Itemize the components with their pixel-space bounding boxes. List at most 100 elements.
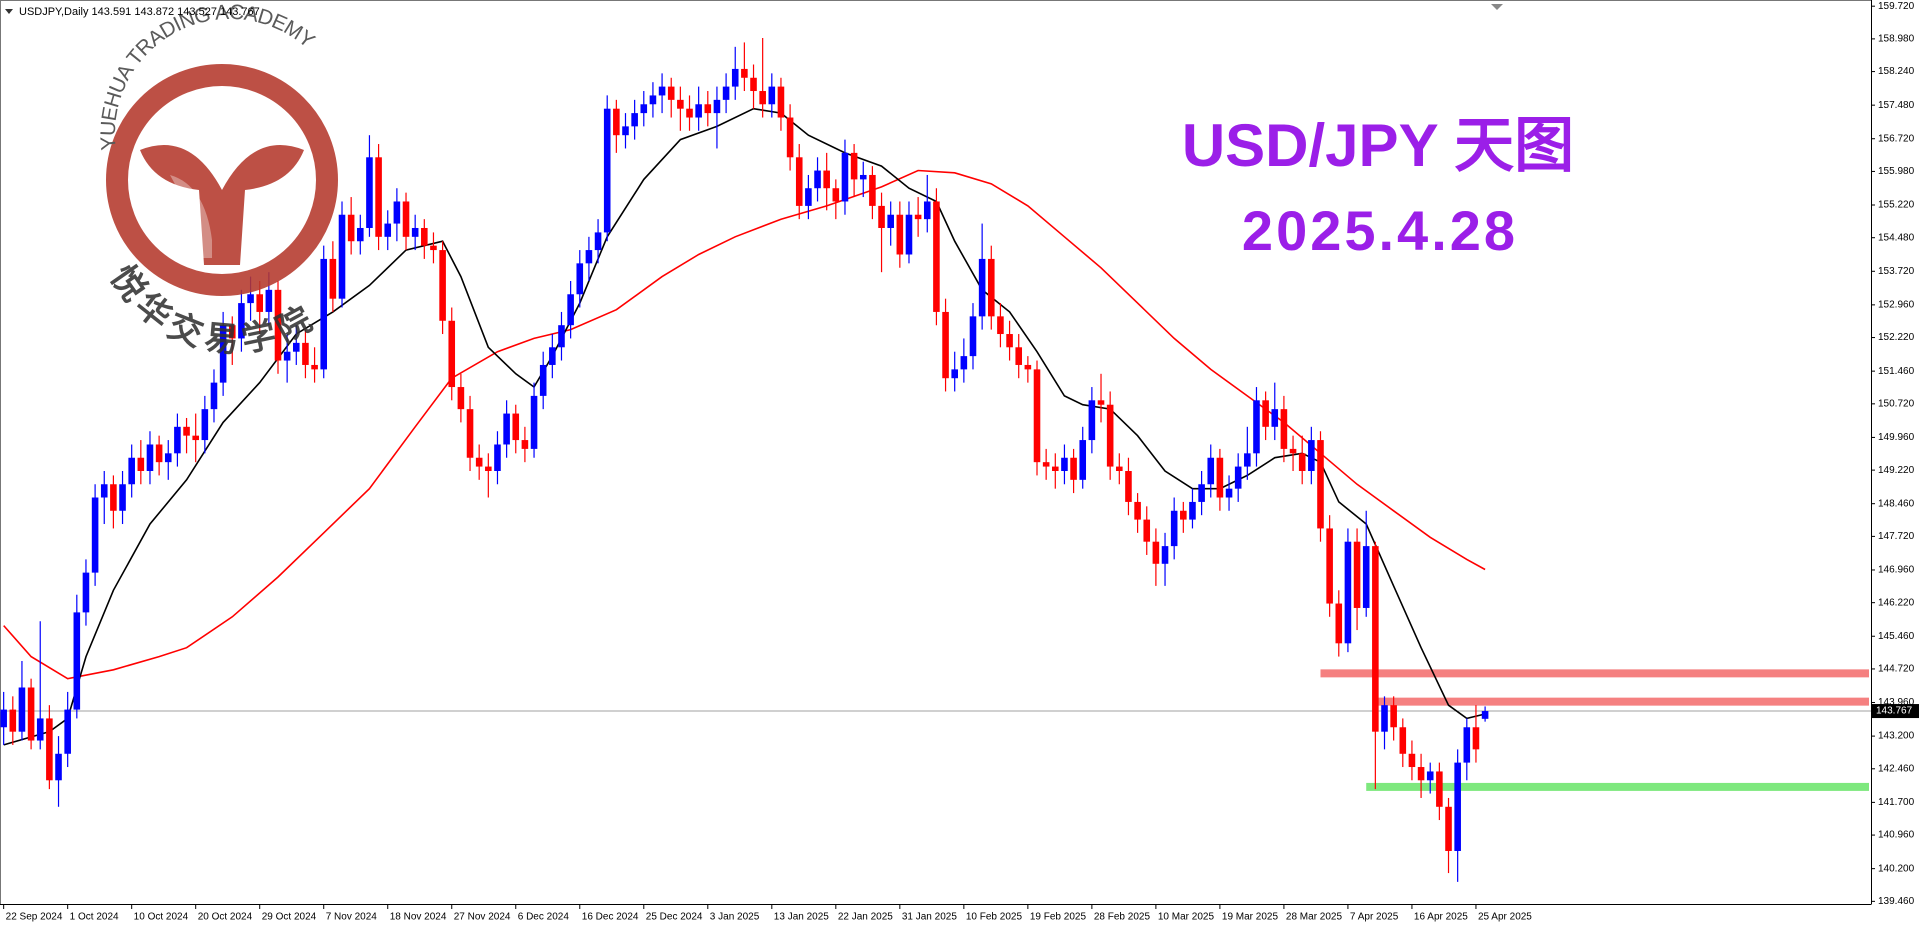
candle-body — [960, 356, 968, 370]
y-tick-label: 140.960 — [1878, 830, 1915, 841]
candle-body — [283, 351, 291, 361]
candle-body — [869, 174, 876, 206]
y-tick-label: 152.220 — [1878, 332, 1915, 343]
candle-body — [201, 409, 209, 441]
x-tick-label: 19 Feb 2025 — [1030, 912, 1087, 923]
candle-body — [357, 227, 364, 242]
candle-body — [759, 91, 766, 105]
candle-body — [1143, 519, 1151, 542]
candle-body — [366, 157, 373, 228]
y-tick-label: 139.460 — [1878, 896, 1915, 907]
candle-body — [1042, 462, 1050, 467]
candle-body — [1344, 541, 1352, 644]
chart-title: USD/JPY 天图 — [1182, 112, 1574, 179]
candle-body — [1106, 404, 1114, 467]
x-tick-label: 1 Oct 2024 — [70, 912, 119, 923]
y-tick-label: 152.960 — [1878, 300, 1915, 311]
candle-body — [1015, 347, 1023, 365]
candle-body — [265, 289, 273, 312]
candle-body — [969, 316, 977, 357]
candle-body — [1372, 546, 1379, 732]
candle-body — [347, 214, 355, 242]
last-price-label: 143.767 — [1876, 706, 1913, 717]
logo-emblem-highlight — [170, 175, 212, 258]
candle-body — [475, 457, 483, 467]
candle-body — [850, 152, 858, 180]
candle-body — [1170, 510, 1178, 547]
candle-body — [219, 325, 227, 383]
candle-body — [329, 258, 337, 299]
candle-body — [686, 108, 693, 118]
candle-body — [1088, 400, 1096, 441]
candle-body — [741, 68, 748, 78]
candle-body — [73, 612, 81, 710]
candle-body — [1253, 400, 1260, 454]
candle-body — [210, 382, 218, 410]
candle-body — [393, 201, 401, 224]
x-tick-label: 13 Jan 2025 — [774, 912, 829, 923]
candle-body — [677, 99, 684, 109]
candle-body — [631, 113, 638, 127]
candle-body — [1390, 705, 1397, 728]
candle-body — [713, 99, 721, 114]
candle-body — [859, 174, 867, 180]
y-tick-label: 140.200 — [1878, 863, 1915, 874]
y-tick-label: 158.980 — [1878, 34, 1915, 45]
candle-body — [503, 413, 510, 445]
candle-body — [640, 104, 648, 114]
candle-body — [567, 294, 574, 326]
candle-body — [1417, 767, 1425, 781]
candle-body — [832, 188, 840, 202]
level-zone — [1375, 697, 1869, 706]
candle-body — [1006, 334, 1013, 348]
candle-body — [768, 86, 776, 105]
logo-ring — [106, 64, 338, 296]
candle-body — [110, 484, 117, 511]
candle-body — [1472, 727, 1480, 750]
candle-body — [750, 77, 757, 92]
candle-body — [914, 214, 922, 220]
plot-frame — [0, 0, 1872, 905]
y-tick-label: 153.720 — [1878, 266, 1915, 277]
y-tick-label: 150.720 — [1878, 398, 1915, 409]
candle-body — [1070, 457, 1077, 480]
candle-body — [1335, 603, 1343, 644]
candle-body — [558, 325, 565, 348]
candle-body — [1445, 806, 1452, 851]
y-tick-label: 159.720 — [1878, 1, 1915, 12]
x-tick-label: 28 Mar 2025 — [1286, 912, 1343, 923]
candle-body — [100, 484, 108, 498]
candle-body — [1207, 457, 1215, 485]
candle-body — [887, 214, 894, 228]
candle-body — [942, 311, 949, 379]
y-tick-label: 142.460 — [1878, 763, 1915, 774]
x-tick-label: 10 Mar 2025 — [1158, 912, 1215, 923]
candle-body — [1225, 488, 1233, 498]
level-zone — [1320, 669, 1869, 678]
candle-body — [384, 223, 392, 237]
candle-body — [164, 453, 172, 463]
candle-body — [1079, 440, 1087, 480]
candle-body — [274, 289, 282, 361]
candle-body — [91, 497, 99, 573]
candle-body — [46, 718, 53, 781]
y-tick-label: 146.960 — [1878, 565, 1915, 576]
candle-body — [1033, 369, 1041, 463]
candle-body — [1216, 457, 1224, 498]
candle-body — [1097, 400, 1105, 405]
candle-body — [1326, 528, 1333, 604]
x-tick-label: 10 Oct 2024 — [134, 912, 189, 923]
candle-body — [128, 457, 135, 485]
header-icon — [5, 9, 13, 14]
candle-body — [1408, 753, 1416, 768]
candle-body — [1399, 727, 1407, 754]
y-tick-label: 147.720 — [1878, 531, 1915, 542]
candle-body — [814, 170, 821, 189]
candle-body — [18, 687, 26, 732]
candle-body — [576, 263, 584, 295]
candle-body — [521, 440, 529, 449]
candle-body — [1463, 727, 1471, 763]
x-tick-label: 6 Dec 2024 — [518, 912, 570, 923]
candle-body — [1189, 501, 1196, 520]
